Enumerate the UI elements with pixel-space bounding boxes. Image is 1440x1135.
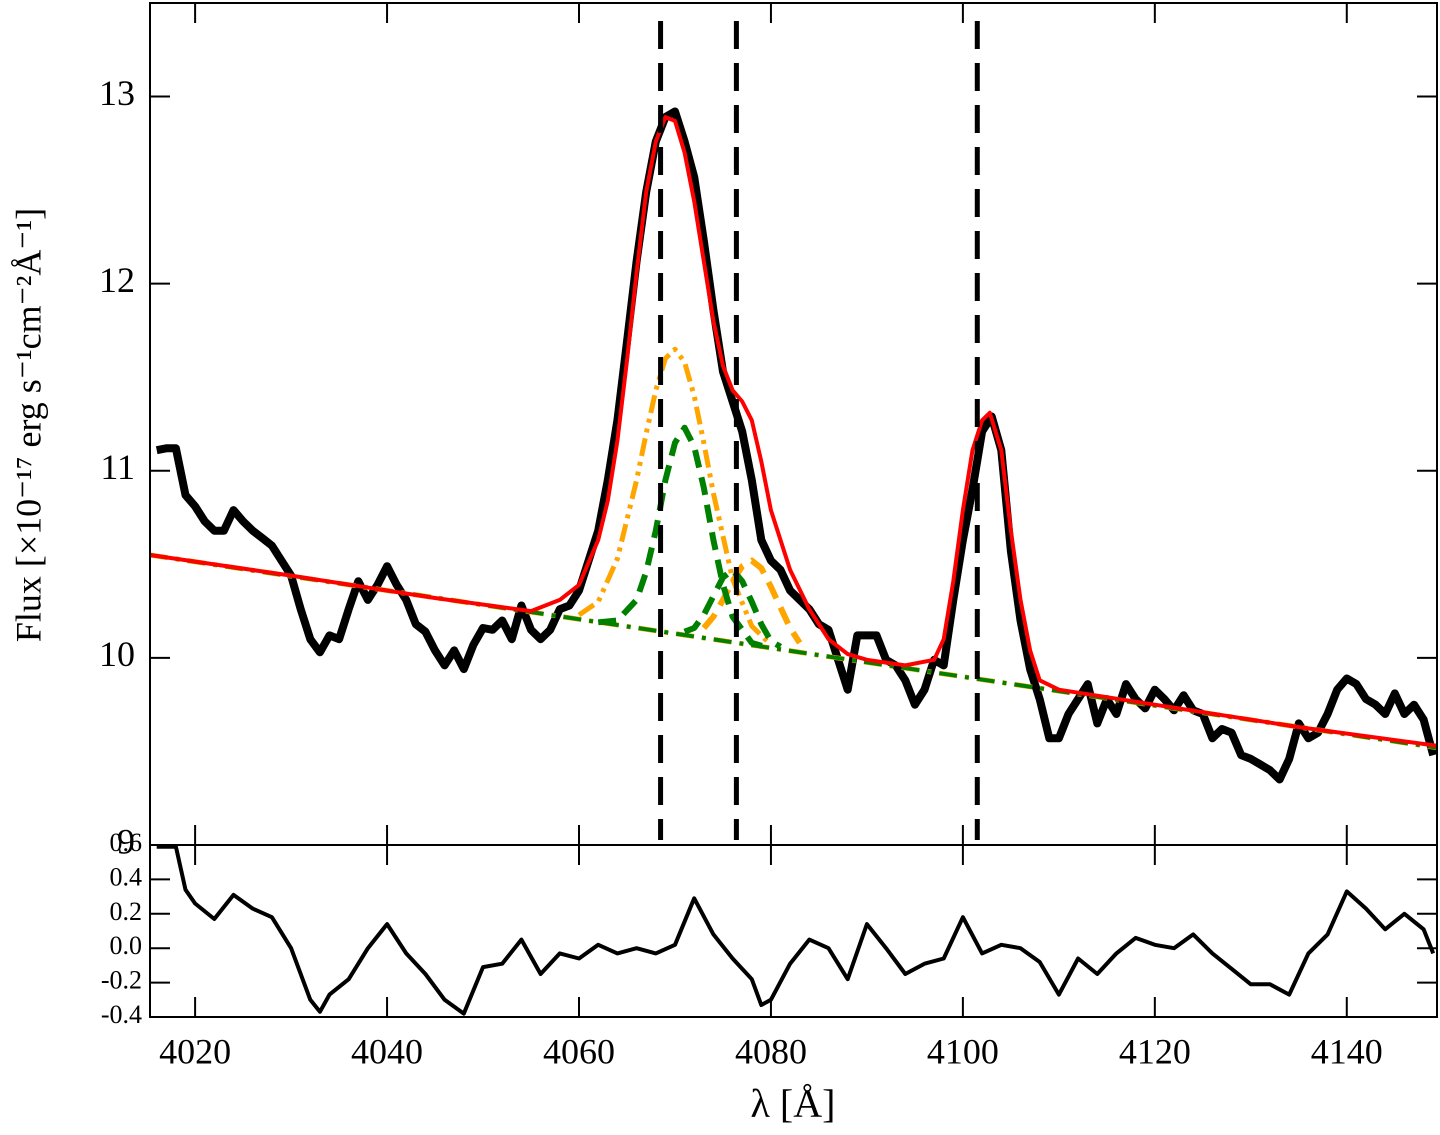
x-axis-label: λ [Å]: [751, 1081, 836, 1126]
y-axis-label: Flux [×10⁻¹⁷ erg s⁻¹cm⁻²Å⁻¹]: [8, 208, 48, 642]
plot-frame: [149, 844, 1438, 1018]
x-tick-label: 4080: [735, 1031, 807, 1071]
x-tick-label: 4100: [927, 1031, 999, 1071]
data-line: [156, 845, 1436, 1016]
data-line: [577, 346, 773, 647]
y-tick-label: -0.4: [101, 1000, 142, 1029]
y-tick-label: 11: [100, 447, 135, 487]
y-tick-label: 0.2: [110, 897, 143, 926]
y-tick-label: 13: [99, 73, 135, 113]
x-tick-label: 4060: [543, 1031, 615, 1071]
data-line: [155, 107, 1437, 784]
x-tick-label: 4140: [1311, 1031, 1383, 1071]
residual-panel: [156, 845, 1436, 1016]
y-tick-label: 0.0: [110, 931, 143, 960]
data-line: [683, 566, 783, 650]
data-line: [701, 557, 803, 645]
y-tick-label: 12: [99, 260, 135, 300]
x-tick-label: 4040: [351, 1031, 423, 1071]
x-tick-label: 4120: [1119, 1031, 1191, 1071]
spectrum-panel: [150, 107, 1437, 784]
x-tick-label: 4020: [159, 1031, 231, 1071]
y-tick-label: 0.6: [110, 828, 143, 857]
y-tick-label: -0.2: [101, 966, 142, 995]
y-tick-label: 10: [99, 634, 135, 674]
axes: 9 10 11 12 13 -0.4 -0.2 0.0 0.2 0.4 0.6 4020 4040 406…: [99, 3, 1437, 1071]
data-line: [597, 424, 772, 652]
y-tick-label: 0.4: [110, 862, 143, 891]
y-tick-label: 9: [117, 821, 135, 861]
data-line: [150, 115, 1437, 748]
